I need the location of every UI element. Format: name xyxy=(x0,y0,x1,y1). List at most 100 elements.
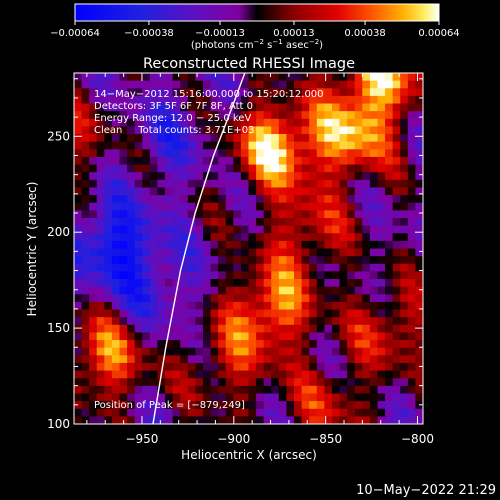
heatmap-cell xyxy=(225,111,234,120)
heatmap-cell xyxy=(218,149,227,158)
heatmap-cell xyxy=(218,271,227,280)
heatmap-cell xyxy=(111,210,121,219)
heatmap-cell xyxy=(248,111,257,120)
heatmap-cell xyxy=(316,172,325,181)
heatmap-cell xyxy=(233,332,242,341)
heatmap-cell xyxy=(134,195,143,204)
heatmap-cell xyxy=(240,80,250,89)
heatmap-cell xyxy=(89,103,98,112)
heatmap-cell xyxy=(256,324,265,334)
heatmap-cell xyxy=(180,271,189,280)
heatmap-cell xyxy=(347,126,356,135)
heatmap-cell xyxy=(415,172,423,181)
heatmap-cell xyxy=(81,408,90,417)
heatmap-cell xyxy=(377,271,386,280)
heatmap-cell xyxy=(362,149,371,158)
heatmap-cell xyxy=(362,385,371,395)
heatmap-cell xyxy=(286,301,295,311)
heatmap-cell xyxy=(286,149,295,158)
heatmap-cell xyxy=(96,347,105,356)
heatmap-cell xyxy=(256,179,265,189)
heatmap-cell xyxy=(377,309,386,318)
heatmap-cell xyxy=(96,225,105,234)
heatmap-cell xyxy=(248,408,257,417)
heatmap-cell xyxy=(294,370,303,379)
heatmap-cell xyxy=(324,179,333,189)
heatmap-cell xyxy=(225,393,234,402)
heatmap-cell xyxy=(301,187,310,196)
heatmap-cell xyxy=(339,393,348,402)
heatmap-cell xyxy=(385,332,394,341)
heatmap-cell xyxy=(225,73,234,82)
heatmap-cell xyxy=(74,279,83,288)
heatmap-cell xyxy=(369,202,379,211)
heatmap-cell xyxy=(127,401,136,410)
heatmap-cell xyxy=(127,73,136,82)
heatmap-cell xyxy=(248,378,257,387)
heatmap-cell xyxy=(331,111,341,120)
heatmap-cell xyxy=(111,233,121,242)
heatmap-cell xyxy=(309,88,318,97)
heatmap-cell xyxy=(195,340,204,349)
heatmap-cell xyxy=(240,416,250,424)
heatmap-cell xyxy=(324,111,333,120)
heatmap-cell xyxy=(278,73,288,82)
heatmap-cell xyxy=(385,233,394,242)
heatmap-cell xyxy=(202,111,212,120)
heatmap-cell xyxy=(172,340,181,349)
heatmap-cell xyxy=(111,332,121,341)
heatmap-cell xyxy=(286,317,295,326)
heatmap-cell xyxy=(142,73,151,82)
heatmap-cell xyxy=(233,378,242,387)
heatmap-cell xyxy=(202,324,212,334)
heatmap-cell xyxy=(172,401,181,410)
heatmap-cell xyxy=(331,263,341,272)
heatmap-cell xyxy=(324,256,333,265)
heatmap-cell xyxy=(324,156,333,166)
heatmap-cell xyxy=(354,340,363,349)
solar-limb-line xyxy=(152,73,246,424)
x-axis-label: Heliocentric X (arcsec) xyxy=(181,448,317,462)
heatmap-cell xyxy=(111,324,121,334)
heatmap-cell xyxy=(415,393,423,402)
heatmap-cell xyxy=(202,233,212,242)
heatmap-cell xyxy=(407,378,417,387)
heatmap-cell xyxy=(119,88,128,97)
heatmap-cell xyxy=(301,141,310,150)
heatmap-cell xyxy=(104,385,113,395)
heatmap-cell xyxy=(263,378,272,387)
heatmap-cell xyxy=(74,317,83,326)
heatmap-cell xyxy=(195,202,204,211)
heatmap-cell xyxy=(195,134,204,143)
heatmap-cell xyxy=(263,103,272,112)
heatmap-cell xyxy=(202,309,212,318)
heatmap-cell xyxy=(347,103,356,112)
heatmap-cell xyxy=(347,141,356,150)
heatmap-cell xyxy=(81,279,90,288)
heatmap-cell xyxy=(362,118,371,128)
heatmap-cell xyxy=(157,324,166,334)
heatmap-cell xyxy=(225,179,234,189)
heatmap-cell xyxy=(233,134,242,143)
heatmap-cell xyxy=(309,149,318,158)
y-axis-ticks xyxy=(74,78,423,425)
heatmap-cell xyxy=(271,134,280,143)
heatmap-cell xyxy=(324,393,333,402)
heatmap-cell xyxy=(294,294,303,303)
info-line: Clean Total counts: 3.71E+03 xyxy=(94,125,254,136)
heatmap-cell xyxy=(339,324,348,334)
heatmap-cell xyxy=(309,164,318,173)
heatmap-cell xyxy=(324,95,333,105)
heatmap-cell xyxy=(309,210,318,219)
heatmap-cell xyxy=(149,378,159,387)
heatmap-cell xyxy=(225,362,234,372)
heatmap-cell xyxy=(119,202,128,211)
heatmap-cell xyxy=(377,393,386,402)
heatmap-cell xyxy=(89,271,98,280)
heatmap-cell xyxy=(195,332,204,341)
observation-info: 14−May−2012 15:16:00.000 to 15:20:12.000… xyxy=(94,89,324,136)
heatmap-cell xyxy=(362,156,371,166)
heatmap-cell xyxy=(104,324,113,334)
heatmap-cell xyxy=(165,263,174,272)
